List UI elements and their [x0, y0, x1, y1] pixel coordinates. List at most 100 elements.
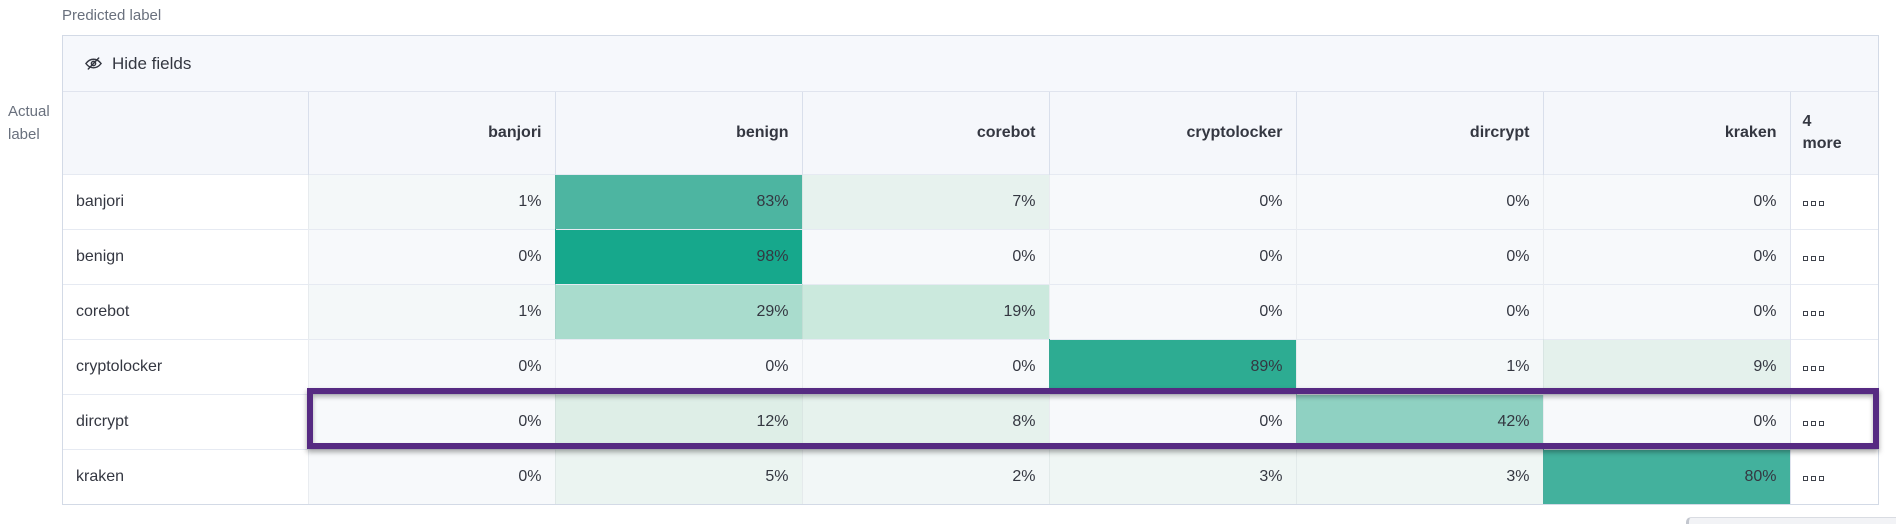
cell-dircrypt-cryptolocker[interactable]: 0%	[1048, 393, 1296, 449]
more-values-cell-kraken[interactable]	[1789, 448, 1878, 504]
matrix-row-kraken: kraken 0% 5% 2% 3% 3% 80%	[63, 448, 1878, 504]
matrix-row-dircrypt: dircrypt 0% 12% 8% 0% 42% 0%	[63, 393, 1878, 449]
box-glyph	[1810, 475, 1816, 481]
box-glyph	[1810, 310, 1816, 316]
cell-cryptolocker-banjori[interactable]: 0%	[307, 338, 555, 394]
more-boxes-icon	[1802, 255, 1824, 261]
more-values-cell-corebot[interactable]	[1789, 283, 1878, 339]
box-glyph	[1818, 310, 1824, 316]
row-label-benign[interactable]: benign	[63, 228, 308, 284]
hide-fields-button[interactable]: Hide fields	[84, 54, 191, 74]
box-glyph	[1810, 200, 1816, 206]
box-glyph	[1802, 255, 1808, 261]
cell-kraken-benign[interactable]: 5%	[554, 448, 802, 504]
confusion-matrix-grid: Hide fields banjori benign corebot cryptolo…	[62, 35, 1879, 505]
cell-dircrypt-benign[interactable]: 12%	[554, 393, 802, 449]
cell-banjori-corebot[interactable]: 7%	[801, 173, 1049, 229]
matrix-row-banjori: banjori 1% 83% 7% 0% 0% 0%	[63, 173, 1878, 229]
column-header-dircrypt[interactable]: dircrypt	[1295, 92, 1543, 174]
column-header-banjori[interactable]: banjori	[307, 92, 555, 174]
actual-label-axis-title: Actual label	[8, 103, 50, 143]
column-header-kraken[interactable]: kraken	[1542, 92, 1790, 174]
column-header-corebot[interactable]: corebot	[801, 92, 1049, 174]
cell-kraken-banjori[interactable]: 0%	[307, 448, 555, 504]
cell-dircrypt-banjori[interactable]: 0%	[307, 393, 555, 449]
matrix-row-cryptolocker: cryptolocker 0% 0% 0% 89% 1% 9%	[63, 338, 1878, 394]
row-label-corebot[interactable]: corebot	[63, 283, 308, 339]
cell-benign-dircrypt[interactable]: 0%	[1295, 228, 1543, 284]
cell-banjori-banjori[interactable]: 1%	[307, 173, 555, 229]
cell-benign-cryptolocker[interactable]: 0%	[1048, 228, 1296, 284]
cell-benign-kraken[interactable]: 0%	[1542, 228, 1790, 284]
cell-corebot-dircrypt[interactable]: 0%	[1295, 283, 1543, 339]
matrix-row-corebot: corebot 1% 29% 19% 0% 0% 0%	[63, 283, 1878, 339]
cell-benign-benign[interactable]: 98%	[554, 228, 802, 284]
more-values-cell-dircrypt[interactable]	[1789, 393, 1878, 449]
horizontal-scrollbar[interactable]	[1686, 517, 1896, 524]
cell-cryptolocker-dircrypt[interactable]: 1%	[1295, 338, 1543, 394]
cell-cryptolocker-cryptolocker[interactable]: 89%	[1048, 338, 1296, 394]
cell-banjori-cryptolocker[interactable]: 0%	[1048, 173, 1296, 229]
box-glyph	[1810, 420, 1816, 426]
more-values-cell-benign[interactable]	[1789, 228, 1878, 284]
more-boxes-icon	[1802, 475, 1824, 481]
matrix-header: banjori benign corebot cryptolocker dircrypt…	[63, 92, 1878, 174]
cell-corebot-benign[interactable]: 29%	[554, 283, 802, 339]
cell-dircrypt-corebot[interactable]: 8%	[801, 393, 1049, 449]
cell-corebot-kraken[interactable]: 0%	[1542, 283, 1790, 339]
predicted-label-axis-title: Predicted label	[62, 7, 162, 24]
cell-benign-corebot[interactable]: 0%	[801, 228, 1049, 284]
more-values-cell-cryptolocker[interactable]	[1789, 338, 1878, 394]
cell-dircrypt-dircrypt[interactable]: 42%	[1295, 393, 1543, 449]
box-glyph	[1802, 475, 1808, 481]
cell-cryptolocker-benign[interactable]: 0%	[554, 338, 802, 394]
cell-banjori-kraken[interactable]: 0%	[1542, 173, 1790, 229]
more-boxes-icon	[1802, 200, 1824, 206]
eye-closed-icon	[84, 54, 103, 73]
box-glyph	[1810, 365, 1816, 371]
box-glyph	[1818, 255, 1824, 261]
box-glyph	[1802, 365, 1808, 371]
box-glyph	[1810, 255, 1816, 261]
box-glyph	[1818, 420, 1824, 426]
cell-banjori-benign[interactable]: 83%	[554, 173, 802, 229]
cell-kraken-dircrypt[interactable]: 3%	[1295, 448, 1543, 504]
matrix-row-benign: benign 0% 98% 0% 0% 0% 0%	[63, 228, 1878, 284]
cell-benign-banjori[interactable]: 0%	[307, 228, 555, 284]
confusion-matrix-table: banjori benign corebot cryptolocker dircrypt…	[63, 92, 1878, 504]
cell-kraken-corebot[interactable]: 2%	[801, 448, 1049, 504]
box-glyph	[1818, 475, 1824, 481]
more-header-line: more	[1802, 134, 1842, 152]
column-header-cryptolocker[interactable]: cryptolocker	[1048, 92, 1296, 174]
cell-corebot-cryptolocker[interactable]: 0%	[1048, 283, 1296, 339]
box-glyph	[1818, 365, 1824, 371]
grid-toolbar: Hide fields	[63, 36, 1878, 92]
row-label-cryptolocker[interactable]: cryptolocker	[63, 338, 308, 394]
hide-fields-label: Hide fields	[112, 53, 192, 73]
row-label-dircrypt[interactable]: dircrypt	[63, 393, 308, 449]
column-header-benign[interactable]: benign	[554, 92, 802, 174]
matrix-body: banjori 1% 83% 7% 0% 0% 0% benign 0% 98% 0% 0% 0% 0% c…	[63, 173, 1878, 504]
cell-corebot-corebot[interactable]: 19%	[801, 283, 1049, 339]
box-glyph	[1802, 420, 1808, 426]
more-values-cell-banjori[interactable]	[1789, 173, 1878, 229]
column-header-more[interactable]: 4 more	[1789, 92, 1878, 174]
cell-cryptolocker-corebot[interactable]: 0%	[801, 338, 1049, 394]
more-boxes-icon	[1802, 365, 1824, 371]
box-glyph	[1818, 200, 1824, 206]
cell-banjori-dircrypt[interactable]: 0%	[1295, 173, 1543, 229]
header-corner-cell	[63, 92, 308, 174]
row-label-banjori[interactable]: banjori	[63, 173, 308, 229]
box-glyph	[1802, 310, 1808, 316]
more-boxes-icon	[1802, 420, 1824, 426]
cell-kraken-kraken[interactable]: 80%	[1542, 448, 1790, 504]
cell-kraken-cryptolocker[interactable]: 3%	[1048, 448, 1296, 504]
row-label-kraken[interactable]: kraken	[63, 448, 308, 504]
cell-dircrypt-kraken[interactable]: 0%	[1542, 393, 1790, 449]
cell-corebot-banjori[interactable]: 1%	[307, 283, 555, 339]
header-row: banjori benign corebot cryptolocker dircrypt…	[63, 92, 1878, 174]
more-boxes-icon	[1802, 310, 1824, 316]
more-header-line: 4	[1802, 112, 1812, 130]
cell-cryptolocker-kraken[interactable]: 9%	[1542, 338, 1790, 394]
box-glyph	[1802, 200, 1808, 206]
